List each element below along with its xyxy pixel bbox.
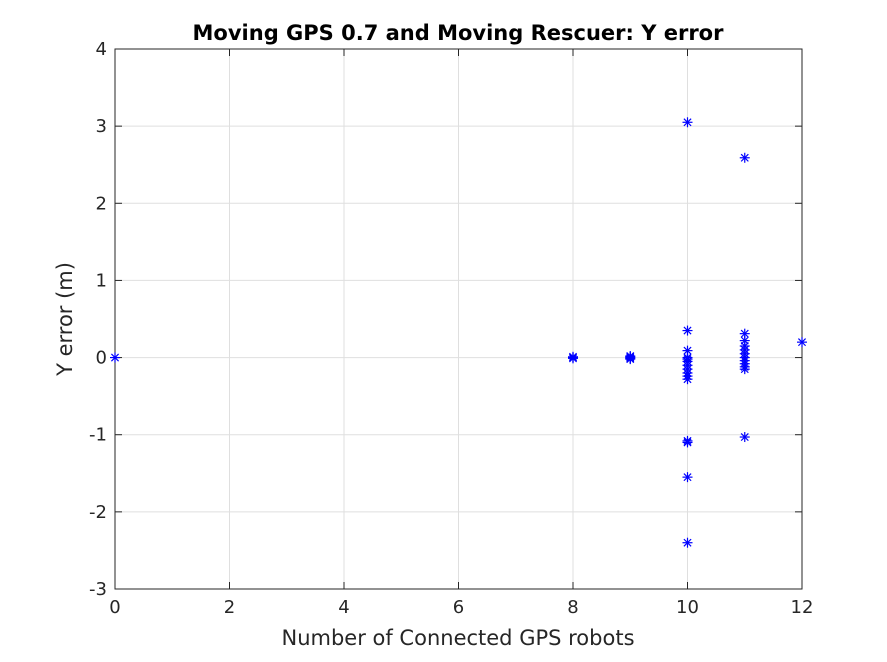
data-point	[682, 325, 693, 336]
data-point	[682, 472, 693, 483]
data-point	[568, 351, 578, 362]
y-tick-label: -2	[89, 502, 107, 523]
y-tick-label: 4	[96, 39, 107, 60]
x-tick-label: 2	[224, 597, 235, 618]
x-tick-label: 10	[676, 597, 699, 618]
data-point	[682, 374, 693, 385]
y-tick-label: 3	[96, 116, 107, 137]
y-tick-label: 1	[96, 270, 107, 291]
y-axis-ticks: -3 -2 -1 0 1 2 3 4	[89, 39, 802, 600]
x-tick-label: 12	[791, 597, 814, 618]
x-axis-ticks: 0 2 4 6 8 10 12	[109, 49, 813, 618]
data-point	[682, 117, 693, 128]
x-tick-label: 8	[567, 597, 578, 618]
data-point	[739, 328, 750, 339]
grid-lines	[114, 48, 803, 590]
data-point	[739, 152, 750, 163]
x-tick-label: 6	[453, 597, 464, 618]
data-point	[739, 432, 750, 443]
data-point	[682, 435, 693, 446]
x-axis-label: Number of Connected GPS robots	[281, 626, 634, 650]
data-point	[625, 352, 636, 363]
x-tick-label: 4	[338, 597, 349, 618]
data-point	[110, 352, 120, 363]
y-tick-label: -1	[89, 425, 107, 446]
y-tick-label: -3	[89, 579, 107, 600]
data-points	[110, 117, 807, 548]
y-tick-label: 0	[96, 348, 107, 369]
data-point	[739, 364, 750, 375]
x-tick-label: 0	[109, 597, 120, 618]
data-point	[682, 537, 693, 548]
data-point	[797, 337, 807, 348]
chart-title: Moving GPS 0.7 and Moving Rescuer: Y err…	[193, 21, 725, 45]
y-axis-label: Y error (m)	[53, 262, 77, 377]
y-tick-label: 2	[96, 193, 107, 214]
